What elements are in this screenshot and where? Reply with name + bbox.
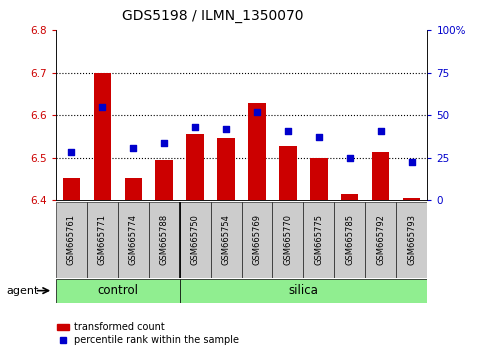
Bar bbox=[180, 202, 211, 278]
Bar bbox=[403, 198, 421, 200]
Bar bbox=[248, 103, 266, 200]
Text: GSM665770: GSM665770 bbox=[284, 214, 293, 266]
Text: GSM665771: GSM665771 bbox=[98, 214, 107, 266]
Bar bbox=[217, 138, 235, 200]
Text: agent: agent bbox=[6, 286, 39, 296]
Text: GSM665761: GSM665761 bbox=[67, 214, 75, 266]
Point bbox=[222, 126, 230, 131]
Bar bbox=[334, 202, 366, 278]
Text: silica: silica bbox=[288, 284, 318, 297]
Bar bbox=[272, 202, 303, 278]
Bar bbox=[311, 158, 327, 200]
Bar bbox=[117, 202, 149, 278]
Text: GSM665754: GSM665754 bbox=[222, 215, 230, 265]
Bar bbox=[149, 202, 180, 278]
Bar bbox=[372, 153, 389, 200]
Bar bbox=[86, 202, 117, 278]
Text: GSM665775: GSM665775 bbox=[314, 214, 324, 266]
Legend: transformed count, percentile rank within the sample: transformed count, percentile rank withi… bbox=[53, 319, 242, 349]
Text: GSM665769: GSM665769 bbox=[253, 214, 261, 266]
Bar bbox=[186, 134, 203, 200]
Bar bbox=[366, 202, 397, 278]
Bar bbox=[156, 160, 172, 200]
Bar bbox=[242, 202, 272, 278]
Bar bbox=[56, 279, 180, 303]
Bar bbox=[303, 202, 334, 278]
Bar bbox=[211, 202, 242, 278]
Bar bbox=[125, 178, 142, 200]
Text: control: control bbox=[97, 284, 138, 297]
Text: GSM665785: GSM665785 bbox=[345, 214, 355, 266]
Bar bbox=[62, 178, 80, 200]
Point bbox=[129, 145, 137, 151]
Point bbox=[315, 134, 323, 140]
Text: GSM665774: GSM665774 bbox=[128, 214, 138, 266]
Bar bbox=[397, 202, 427, 278]
Point bbox=[253, 109, 261, 114]
Point bbox=[160, 140, 168, 145]
Text: GSM665750: GSM665750 bbox=[190, 215, 199, 265]
Text: GDS5198 / ILMN_1350070: GDS5198 / ILMN_1350070 bbox=[122, 9, 303, 23]
Point bbox=[377, 129, 385, 134]
Bar bbox=[341, 194, 358, 200]
Point bbox=[408, 159, 416, 165]
Text: GSM665793: GSM665793 bbox=[408, 214, 416, 266]
Bar bbox=[56, 202, 86, 278]
Bar bbox=[94, 73, 111, 200]
Text: GSM665788: GSM665788 bbox=[159, 214, 169, 266]
Bar bbox=[180, 279, 427, 303]
Point bbox=[284, 129, 292, 134]
Text: GSM665792: GSM665792 bbox=[376, 215, 385, 265]
Point bbox=[98, 104, 106, 109]
Bar bbox=[280, 146, 297, 200]
Point bbox=[191, 124, 199, 130]
Point bbox=[67, 149, 75, 155]
Point bbox=[346, 155, 354, 160]
